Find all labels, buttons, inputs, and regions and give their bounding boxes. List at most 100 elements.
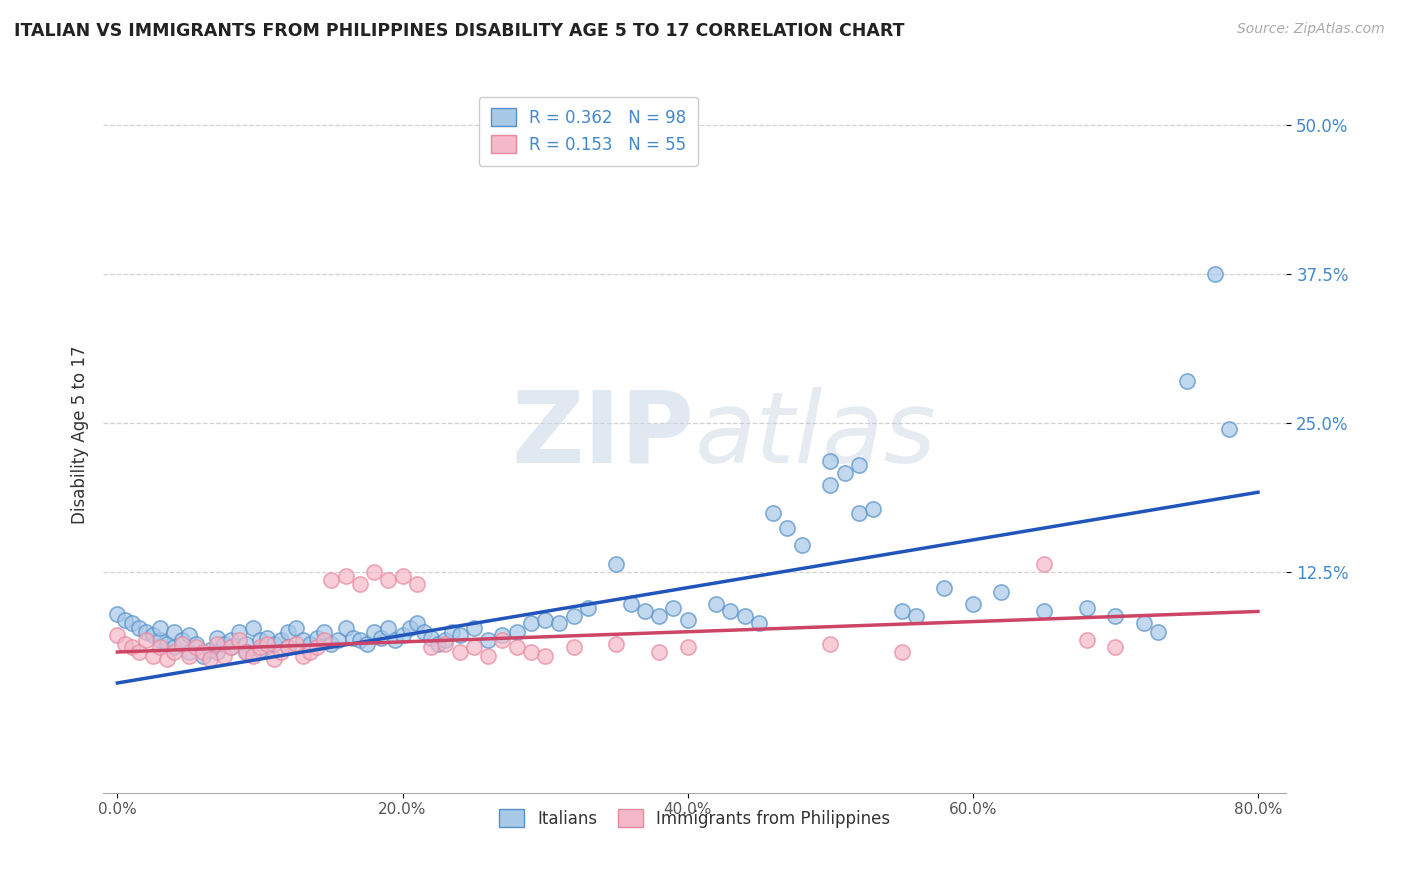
- Point: [427, 637, 450, 651]
- Point: [520, 645, 543, 659]
- Point: [1104, 640, 1126, 655]
- Point: [142, 648, 165, 663]
- Point: [1204, 267, 1226, 281]
- Point: [463, 640, 485, 655]
- Point: [191, 645, 214, 659]
- Point: [562, 609, 585, 624]
- Point: [776, 521, 799, 535]
- Point: [221, 633, 243, 648]
- Point: [391, 568, 413, 582]
- Point: [156, 637, 179, 651]
- Text: ITALIAN VS IMMIGRANTS FROM PHILIPPINES DISABILITY AGE 5 TO 17 CORRELATION CHART: ITALIAN VS IMMIGRANTS FROM PHILIPPINES D…: [14, 22, 904, 40]
- Point: [720, 605, 742, 619]
- Point: [790, 538, 813, 552]
- Point: [128, 621, 150, 635]
- Text: atlas: atlas: [695, 386, 936, 483]
- Point: [349, 633, 371, 648]
- Point: [620, 597, 643, 611]
- Point: [177, 645, 200, 659]
- Point: [105, 628, 128, 642]
- Point: [605, 637, 627, 651]
- Point: [214, 637, 236, 651]
- Point: [249, 642, 271, 657]
- Point: [434, 633, 457, 648]
- Point: [249, 640, 271, 655]
- Point: [184, 640, 207, 655]
- Point: [184, 637, 207, 651]
- Point: [477, 648, 499, 663]
- Point: [228, 624, 250, 639]
- Point: [420, 631, 443, 645]
- Point: [405, 616, 427, 631]
- Point: [163, 640, 186, 655]
- Point: [370, 631, 392, 645]
- Point: [962, 597, 984, 611]
- Point: [235, 637, 257, 651]
- Point: [177, 648, 200, 663]
- Y-axis label: Disability Age 5 to 17: Disability Age 5 to 17: [72, 346, 89, 524]
- Point: [1133, 616, 1156, 631]
- Point: [449, 628, 471, 642]
- Point: [270, 633, 292, 648]
- Point: [142, 628, 165, 642]
- Point: [1104, 609, 1126, 624]
- Point: [363, 624, 385, 639]
- Point: [377, 574, 399, 588]
- Point: [321, 574, 343, 588]
- Point: [128, 645, 150, 659]
- Point: [314, 624, 336, 639]
- Point: [163, 645, 186, 659]
- Point: [156, 652, 179, 666]
- Point: [249, 633, 271, 648]
- Point: [990, 585, 1012, 599]
- Point: [534, 613, 557, 627]
- Point: [256, 637, 278, 651]
- Point: [862, 502, 884, 516]
- Point: [242, 621, 264, 635]
- Point: [356, 637, 378, 651]
- Point: [534, 648, 557, 663]
- Point: [135, 624, 157, 639]
- Point: [177, 628, 200, 642]
- Point: [634, 605, 657, 619]
- Point: [149, 621, 172, 635]
- Point: [363, 565, 385, 579]
- Point: [205, 631, 228, 645]
- Point: [291, 648, 314, 663]
- Point: [576, 600, 599, 615]
- Point: [441, 624, 464, 639]
- Point: [149, 633, 172, 648]
- Point: [413, 624, 436, 639]
- Point: [420, 640, 443, 655]
- Point: [505, 640, 527, 655]
- Point: [934, 581, 956, 595]
- Point: [121, 640, 143, 655]
- Point: [890, 605, 912, 619]
- Point: [284, 621, 307, 635]
- Point: [384, 633, 406, 648]
- Point: [820, 637, 842, 651]
- Point: [605, 557, 627, 571]
- Point: [648, 645, 671, 659]
- Legend: Italians, Immigrants from Philippines: Italians, Immigrants from Philippines: [492, 803, 897, 834]
- Point: [391, 628, 413, 642]
- Point: [277, 624, 299, 639]
- Point: [477, 633, 499, 648]
- Point: [114, 613, 136, 627]
- Point: [820, 478, 842, 492]
- Point: [205, 645, 228, 659]
- Point: [491, 633, 513, 648]
- Point: [748, 616, 770, 631]
- Point: [170, 633, 193, 648]
- Point: [321, 637, 343, 651]
- Point: [820, 454, 842, 468]
- Point: [305, 631, 328, 645]
- Point: [149, 640, 172, 655]
- Point: [335, 621, 357, 635]
- Point: [342, 631, 364, 645]
- Point: [762, 506, 785, 520]
- Point: [298, 637, 321, 651]
- Point: [398, 621, 420, 635]
- Point: [405, 577, 427, 591]
- Point: [235, 645, 257, 659]
